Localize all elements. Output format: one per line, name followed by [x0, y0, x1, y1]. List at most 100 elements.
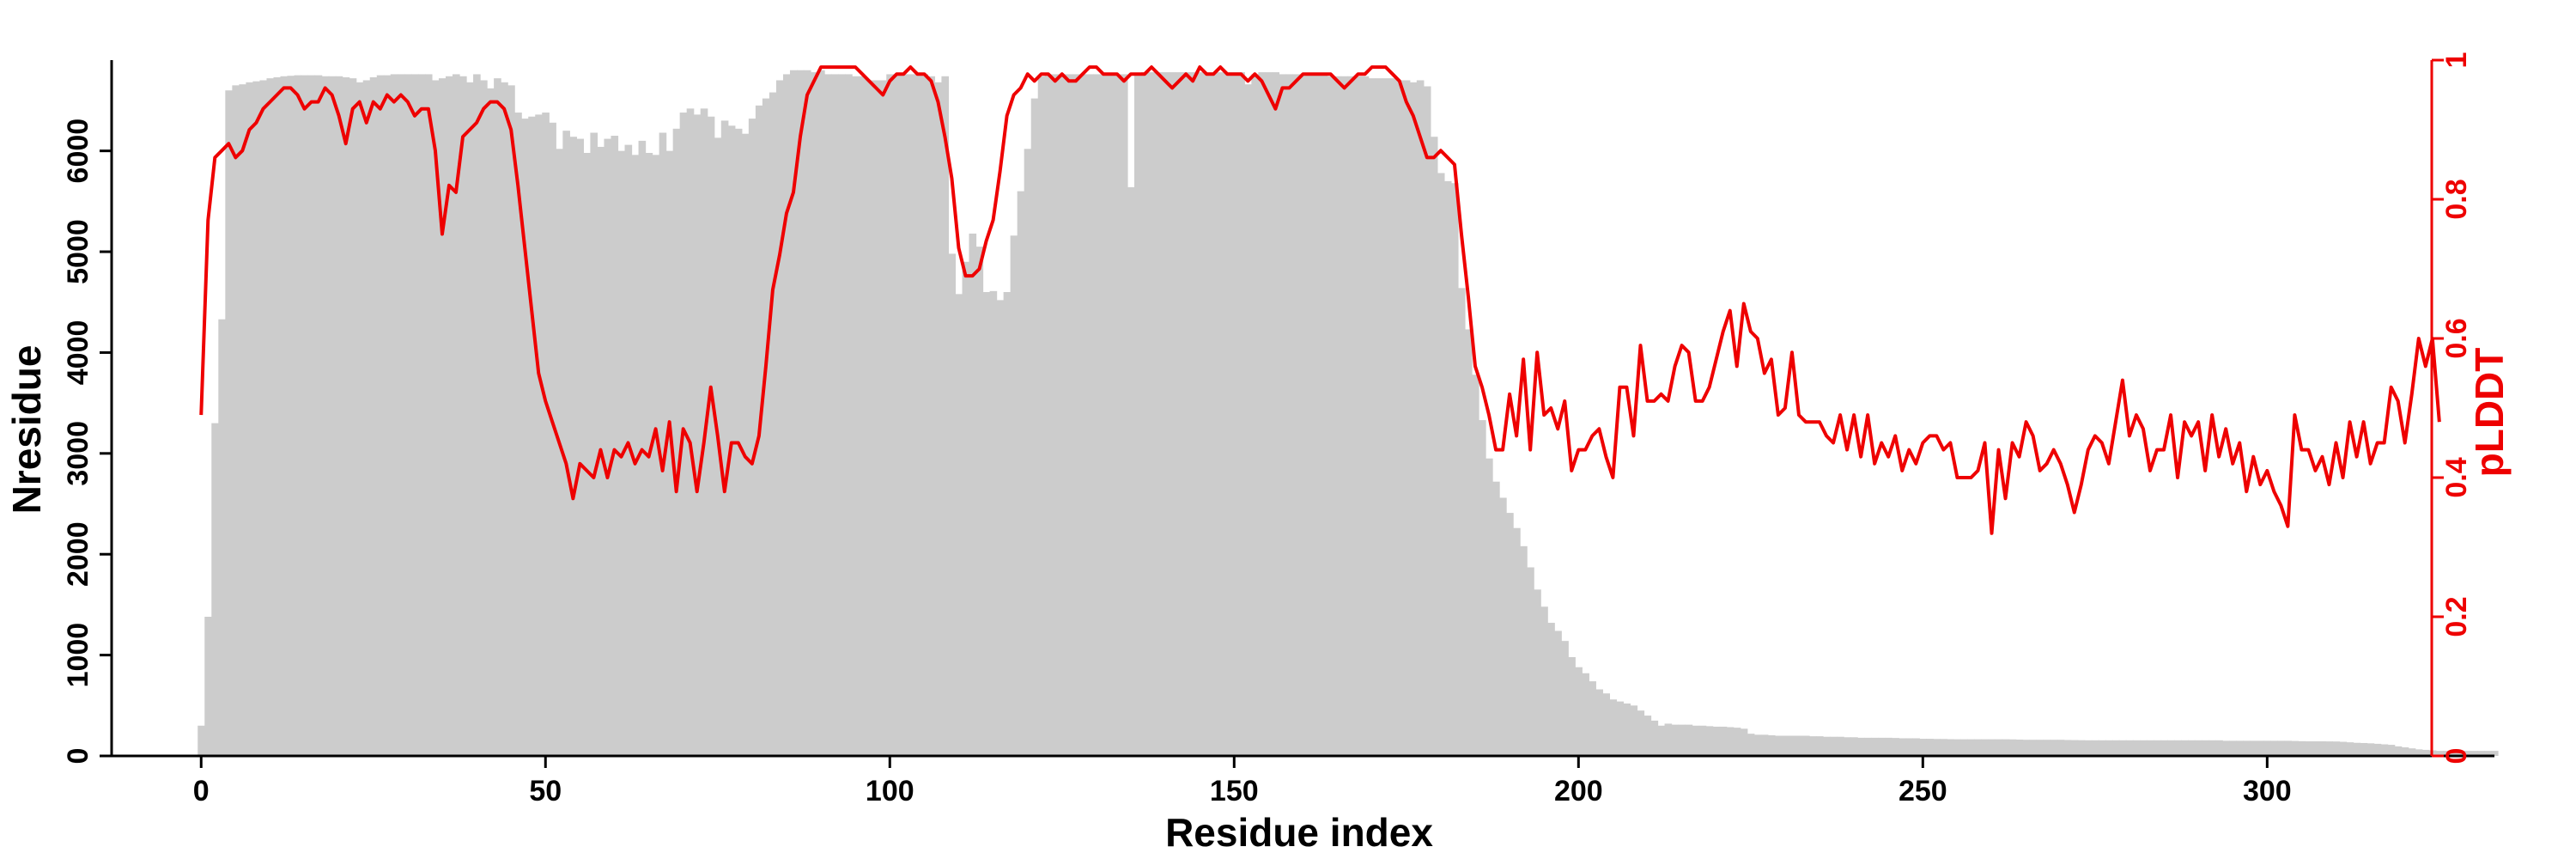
histogram-bar [1520, 545, 1528, 756]
histogram-bar [2057, 740, 2065, 756]
histogram-bar [2250, 740, 2257, 756]
histogram-bar [314, 75, 323, 757]
histogram-bar [259, 80, 268, 757]
histogram-bar [2002, 739, 2010, 756]
histogram-bar [845, 74, 853, 757]
histogram-bar [1575, 667, 1583, 756]
y-left-tick-label: 6000 [62, 119, 94, 184]
histogram-bar [2284, 740, 2292, 756]
histogram-bar [225, 90, 233, 757]
histogram-bar [969, 233, 977, 756]
histogram-bar [1485, 458, 1493, 756]
histogram-bar [879, 80, 887, 757]
histogram-bar [2036, 740, 2044, 756]
histogram-bar [1217, 72, 1224, 757]
histogram-bar [2084, 740, 2093, 756]
histogram-bar [1037, 76, 1046, 756]
histogram-bar [542, 113, 550, 757]
histogram-bar [1685, 724, 1693, 756]
histogram-bar [2125, 740, 2134, 756]
histogram-bar [852, 76, 860, 756]
histogram-bar [2146, 740, 2154, 756]
histogram-bar [376, 75, 385, 757]
histogram-bar [2118, 740, 2127, 756]
histogram-bar [2070, 740, 2079, 756]
histogram-bar [2139, 740, 2148, 756]
histogram-bar [955, 294, 963, 757]
histogram-bar [1472, 375, 1479, 756]
histogram-bar [1692, 725, 1700, 756]
histogram-bar [1781, 735, 1789, 756]
histogram-bar [989, 290, 998, 757]
histogram-bar [1272, 72, 1280, 757]
histogram-bar [521, 119, 529, 757]
x-tick-label: 200 [1554, 775, 1603, 807]
histogram-bar [2476, 751, 2485, 756]
histogram-bar [2318, 740, 2327, 756]
histogram-bar [2380, 744, 2389, 756]
histogram-bar [720, 120, 729, 756]
histogram-bar [934, 82, 943, 756]
histogram-bar [204, 617, 212, 756]
histogram-bar [2167, 740, 2175, 756]
histogram-bar [501, 82, 508, 756]
histogram-bar [2421, 749, 2430, 756]
histogram-bar [811, 72, 818, 757]
histogram-bar [1078, 74, 1087, 757]
histogram-bar [831, 74, 839, 757]
histogram-bar [1492, 481, 1500, 756]
histogram-bar [549, 122, 556, 756]
y-left-tick-label: 4000 [62, 320, 94, 386]
histogram-bar [1327, 76, 1335, 756]
y-left-tick-label: 3000 [62, 421, 94, 486]
histogram-bar [1823, 736, 1831, 756]
y-left-tick-label: 2000 [62, 521, 94, 587]
histogram-bar [273, 76, 282, 756]
histogram-bar [1106, 74, 1115, 757]
y-right-tick-label: 0.8 [2440, 179, 2473, 219]
histogram-bar [1162, 72, 1170, 757]
histogram-bar [2339, 741, 2348, 756]
histogram-bar [569, 137, 577, 757]
histogram-bar [1534, 589, 1541, 756]
histogram-bar [914, 74, 921, 757]
histogram-bar [1926, 739, 1934, 756]
histogram-bar [1788, 735, 1796, 756]
histogram-bar [1065, 74, 1073, 757]
histogram-bar [494, 78, 501, 756]
histogram-bar [1919, 739, 1927, 756]
histogram-bar [1237, 72, 1245, 757]
histogram-bar [1416, 80, 1425, 757]
histogram-bar [2298, 740, 2306, 756]
histogram-bar [1657, 725, 1666, 756]
histogram-bar [672, 128, 681, 756]
y-left-tick-label: 1000 [62, 623, 94, 688]
histogram-bar [1265, 72, 1273, 757]
histogram-bar [1582, 673, 1589, 756]
histogram-bar [2346, 742, 2354, 756]
histogram-bar [1795, 735, 1803, 756]
histogram-bar [1595, 689, 1603, 756]
histogram-bar [1705, 726, 1714, 756]
histogram-bar [1141, 72, 1149, 757]
histogram-bar [1808, 736, 1817, 756]
histogram-bar [2111, 740, 2120, 756]
histogram-bar [480, 80, 488, 757]
histogram-bar [769, 92, 777, 756]
histogram-bar [2105, 740, 2113, 756]
histogram-bar [528, 116, 536, 757]
histogram-bar [2470, 751, 2478, 756]
histogram-bar [2229, 740, 2237, 756]
histogram-bar [1058, 74, 1066, 757]
histogram-bar [604, 138, 612, 756]
histogram-bar [2360, 742, 2368, 756]
histogram-bar [1740, 728, 1748, 756]
histogram-bar [907, 74, 914, 757]
histogram-bar [2270, 740, 2278, 756]
histogram-bar [1210, 72, 1218, 757]
y-right-tick-label: 0 [2440, 748, 2473, 765]
histogram-bar [2415, 749, 2423, 756]
plddt-line [199, 65, 2441, 535]
histogram-bar [2490, 751, 2499, 756]
